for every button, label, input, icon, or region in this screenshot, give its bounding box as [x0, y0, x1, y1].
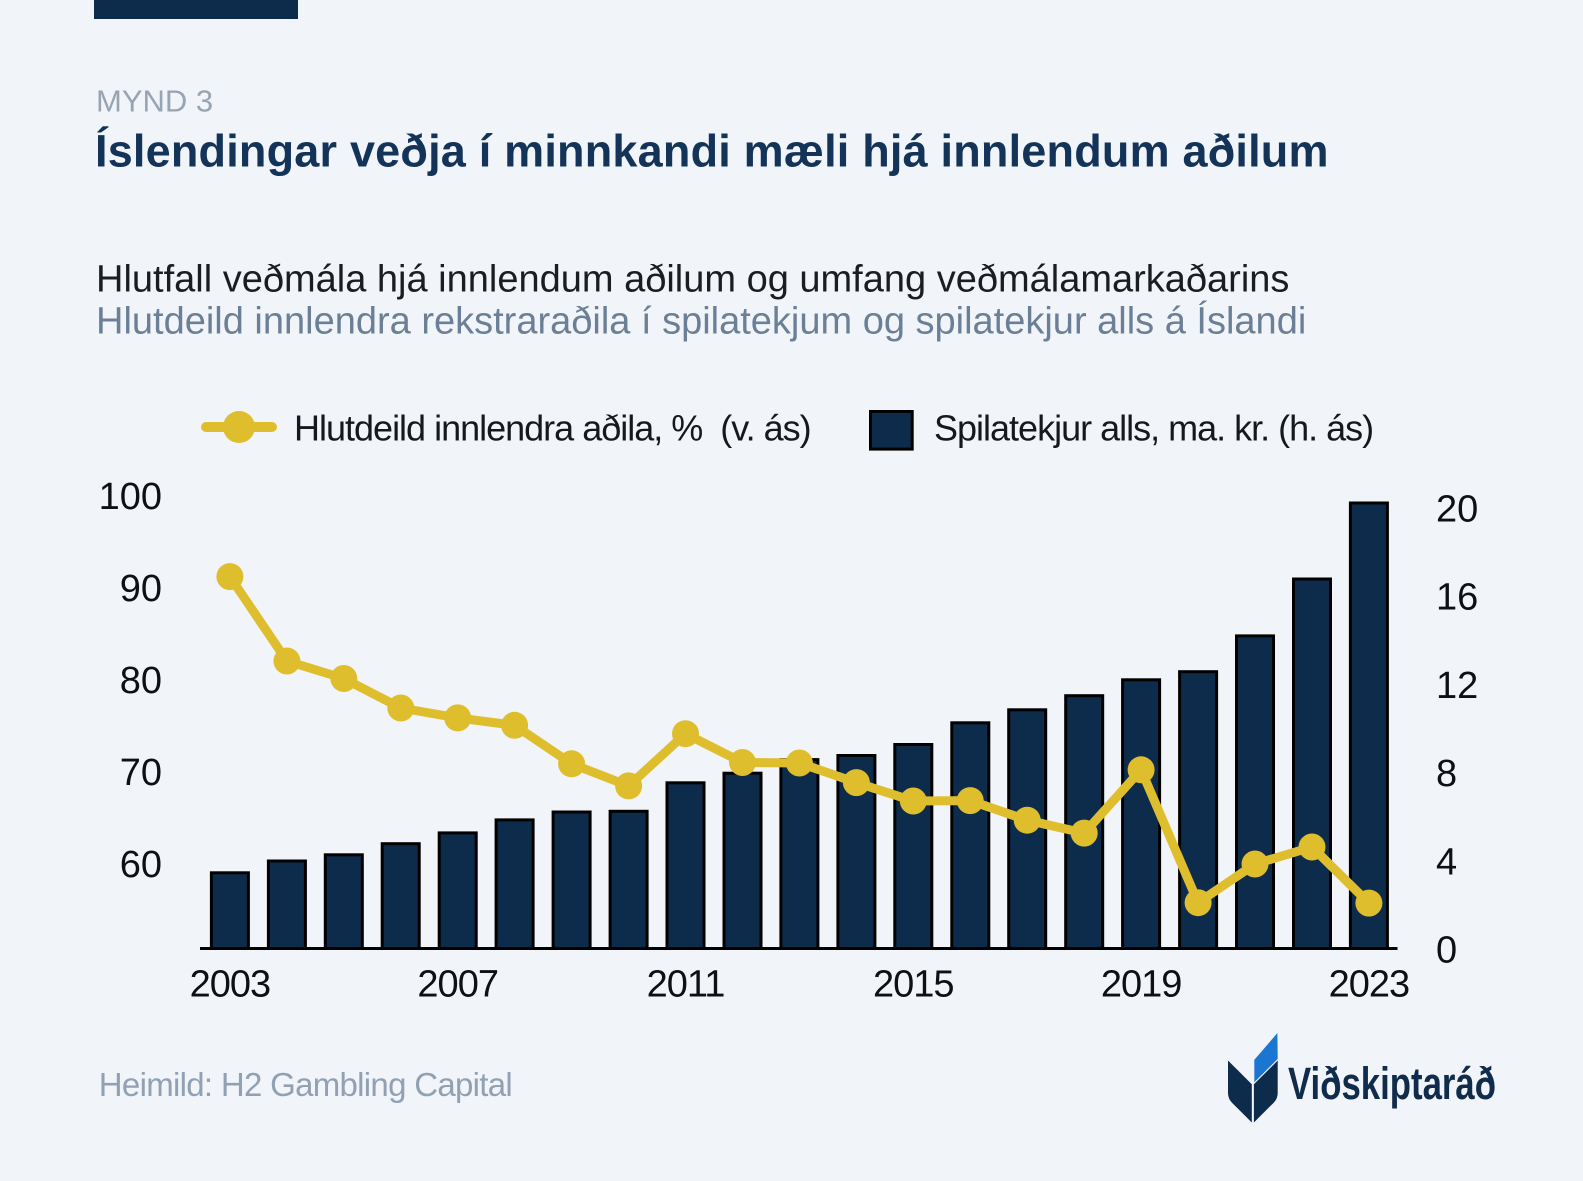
svg-text:20: 20 [1436, 489, 1478, 531]
svg-text:60: 60 [120, 844, 162, 886]
svg-text:2003: 2003 [190, 964, 271, 1006]
svg-text:4: 4 [1436, 841, 1457, 883]
svg-text:0: 0 [1436, 930, 1457, 972]
svg-text:Hlutdeild innlendra aðila, %: Hlutdeild innlendra aðila, % (v. ás) [294, 408, 811, 449]
svg-text:MYND 3: MYND 3 [96, 84, 213, 119]
svg-text:8: 8 [1436, 753, 1457, 795]
svg-text:Spilatekjur alls, ma. kr. (h.: Spilatekjur alls, ma. kr. (h. ás) [934, 408, 1373, 449]
svg-text:Hlutdeild innlendra rekstrarað: Hlutdeild innlendra rekstraraðila í spil… [96, 299, 1306, 342]
svg-text:Íslendingar veðja í minnkandi: Íslendingar veðja í minnkandi mæli hjá i… [95, 126, 1329, 177]
svg-text:2007: 2007 [417, 964, 498, 1006]
svg-text:2023: 2023 [1329, 964, 1410, 1006]
svg-text:100: 100 [99, 476, 162, 518]
svg-text:70: 70 [120, 752, 162, 794]
svg-text:90: 90 [120, 568, 162, 610]
svg-text:80: 80 [120, 660, 162, 702]
svg-text:Heimild: H2 Gambling Capital: Heimild: H2 Gambling Capital [99, 1066, 512, 1103]
svg-text:2019: 2019 [1101, 964, 1182, 1006]
svg-text:16: 16 [1436, 577, 1478, 619]
svg-text:Viðskiptaráð: Viðskiptaráð [1288, 1058, 1496, 1109]
svg-text:2011: 2011 [647, 964, 725, 1006]
svg-text:2015: 2015 [873, 964, 954, 1006]
svg-text:Hlutfall veðmála hjá innlendum: Hlutfall veðmála hjá innlendum aðilum og… [96, 259, 1289, 301]
svg-text:12: 12 [1436, 665, 1478, 707]
